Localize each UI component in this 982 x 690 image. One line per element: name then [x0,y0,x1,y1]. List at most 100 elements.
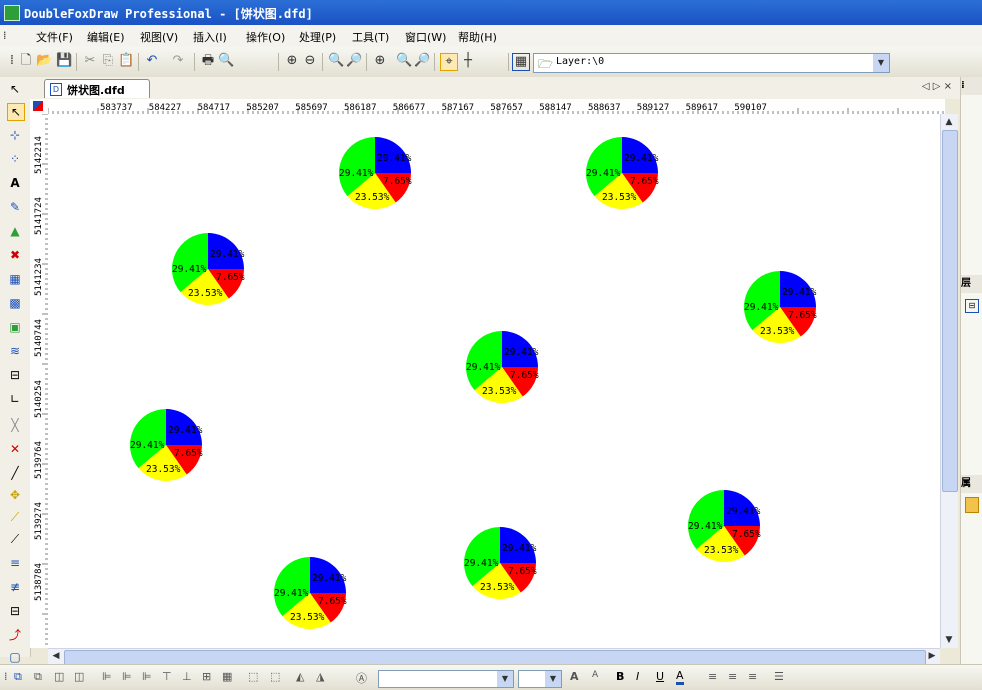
drawing-canvas[interactable]: 29.41% 7.65% 23.53% 29.41% 29.41% 7.65% 23.53%… [48,114,940,648]
horizontal-scroll-thumb[interactable] [64,650,926,665]
grid-tool-icon[interactable]: ⁘ [9,152,21,166]
horizontal-scrollbar[interactable]: ◀ ▶ [48,648,940,665]
chevron-down-icon[interactable]: ▼ [545,671,561,687]
open-file-icon[interactable]: 📂 [36,53,53,68]
font-size-select[interactable]: ▼ [518,670,562,688]
zoom-realtime-icon[interactable]: 🔎 [414,53,431,68]
zoom-out-icon[interactable]: ⊖ [304,53,316,68]
align-bottom-icon[interactable]: ⊞ [202,670,212,683]
shape-tool-icon[interactable]: ▲ [10,224,20,238]
underline-icon[interactable]: U [656,670,665,683]
text-tool-icon[interactable]: A [10,176,20,190]
pie-chart[interactable]: 29.41% 7.65% 23.53% 29.41% [744,271,817,343]
chevron-down-icon[interactable]: ▼ [497,671,513,687]
redo-icon[interactable]: ↷ [172,53,184,68]
node-edit-icon[interactable]: ⊹ [9,128,21,142]
front-icon[interactable]: ◫ [54,670,65,683]
align-right-icon[interactable]: ⊫ [142,670,152,683]
menu-tools[interactable]: 工具(T) [352,31,390,44]
align-middle-icon[interactable]: ⊥ [182,670,192,683]
font-color-icon[interactable]: A [676,670,684,685]
tab-document[interactable]: D 饼状图.dfd [44,79,150,98]
flip-h-icon[interactable]: ◭ [296,670,305,683]
properties-icon[interactable] [965,497,979,513]
menu-operate[interactable]: 操作(O) [246,31,286,44]
print-preview-icon[interactable]: 🔍 [218,53,235,68]
axis-tool-icon[interactable]: ∟ [9,392,21,406]
distribute-tool-icon[interactable]: ≢ [9,580,21,594]
scroll-left-icon[interactable]: ◀ [52,651,60,661]
trim-tool-icon[interactable]: ╳ [11,418,19,432]
menu-process[interactable]: 处理(P) [299,31,337,44]
flip-v-icon[interactable]: ◮ [316,670,325,683]
pie-chart-canvas[interactable]: 29.41%7.65%23.53%29.41% 29.41%7.65%23.53%… [48,114,940,648]
align-center-icon[interactable]: ⊫ [122,670,132,683]
save-icon[interactable]: 💾 [56,53,73,68]
measure-tool-icon[interactable]: ⟋ [10,510,20,524]
font-shrink-icon[interactable]: A [592,670,599,680]
align-text-right-icon[interactable]: ≡ [748,670,758,683]
chevron-down-icon[interactable]: ▼ [873,54,889,72]
align-tool-icon[interactable]: ≡ [9,556,21,570]
layer-select[interactable]: 🗁 Layer:\0 ▼ [533,53,890,73]
layer-manager-icon[interactable]: ▦ [512,53,530,71]
pie-chart[interactable]: 29.41% 7.65% 23.53% 29.41% [586,137,659,209]
zoom-previous-icon[interactable]: 🔍 [396,53,413,68]
align-text-center-icon[interactable]: ≡ [728,670,738,683]
erase-tool-icon[interactable]: ✖ [9,248,21,262]
align-text-left-icon[interactable]: ≡ [708,670,718,683]
distribute-grid-icon[interactable]: ▦ [222,670,233,683]
snap-icon[interactable]: ⌖ [440,53,458,71]
contour-tool-icon[interactable]: ≋ [9,344,21,358]
ungroup-icon[interactable]: ⧉ [34,670,42,683]
stretch-tool-icon[interactable]: ⊟ [9,604,21,618]
image-tool-icon[interactable]: ▣ [9,320,21,334]
copy-icon[interactable]: ⎘ [102,53,114,68]
layer-node-icon[interactable]: ⊟ [965,299,979,313]
tab-navigation[interactable]: ◁ ▷ × [921,81,952,92]
pan-icon[interactable]: 🔎 [346,53,363,68]
menu-edit[interactable]: 编辑(E) [87,31,125,44]
text-style-icon[interactable]: Ⓐ [356,672,367,685]
scale-tool-icon[interactable]: ⊟ [9,368,21,382]
zoom-extents-icon[interactable]: ⊕ [374,53,386,68]
group-icon[interactable]: ⧉ [14,670,22,683]
bold-icon[interactable]: B [616,670,625,683]
vertical-scrollbar[interactable]: ▲ ▼ [940,114,958,648]
font-name-select[interactable]: ▼ [378,670,514,688]
scroll-down-icon[interactable]: ▼ [945,635,953,645]
pie-chart[interactable]: 29.41% 7.65% 23.53% 29.41% [130,409,203,481]
align-top-icon[interactable]: ⊤ [162,670,172,683]
line-tool-icon[interactable]: ╱ [11,466,19,480]
cut-icon[interactable]: ✂ [84,53,96,68]
crosshair-icon[interactable]: ┼ [464,53,472,68]
menu-window[interactable]: 窗口(W) [405,31,447,44]
pointer-icon[interactable]: ↖ [7,103,25,121]
italic-icon[interactable]: I [636,670,640,683]
table-tool-icon[interactable]: ▦ [9,272,21,286]
pie-chart[interactable]: 29.41% 7.65% 23.53% 29.41% [171,233,245,305]
bullets-icon[interactable]: ☰ [774,670,784,683]
scroll-up-icon[interactable]: ▲ [945,117,953,127]
select-arrow-icon[interactable]: ↖ [9,82,21,96]
menu-help[interactable]: 帮助(H) [458,31,497,44]
mesh-tool-icon[interactable]: ▩ [9,296,21,310]
menu-file[interactable]: 文件(F) [36,31,73,44]
same-width-icon[interactable]: ⬚ [248,670,259,683]
vertical-scroll-thumb[interactable] [942,130,958,492]
vertex-tool-icon[interactable]: ✥ [9,488,21,502]
zoom-in-icon[interactable]: ⊕ [286,53,298,68]
menu-view[interactable]: 视图(V) [140,31,179,44]
menu-insert[interactable]: 插入(I) [193,31,227,44]
new-file-icon[interactable]: 🗋 [20,53,32,68]
pie-chart[interactable]: 29.41% 7.65% 23.53% 29.41% [464,527,537,599]
scroll-right-icon[interactable]: ▶ [928,651,936,661]
pie-chart[interactable]: 29.41% 7.65% 23.53% 29.41% [274,557,347,629]
rect-tool-icon[interactable]: ▢ [9,650,21,664]
pie-chart[interactable]: 29.41% 7.65% 23.53% 29.41% [466,331,539,403]
same-height-icon[interactable]: ⬚ [270,670,281,683]
font-grow-icon[interactable]: A [570,670,579,683]
paste-icon[interactable]: 📋 [118,53,135,68]
pie-chart[interactable]: 29.41% 7.65% 23.53% 29.41% [688,490,761,562]
align-left-icon[interactable]: ⊫ [102,670,112,683]
